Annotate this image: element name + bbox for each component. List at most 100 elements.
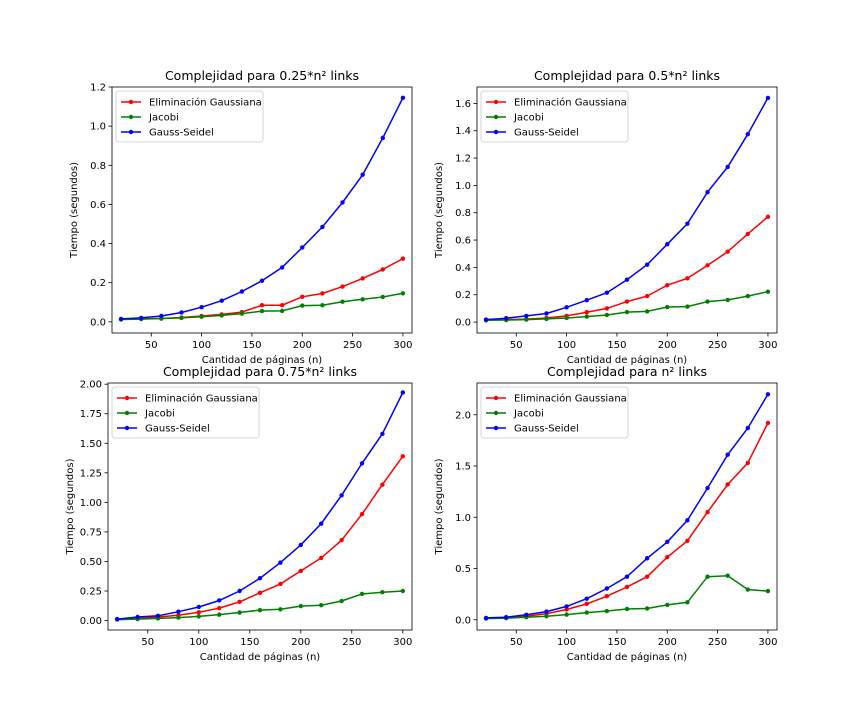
y-tick-label: 0.75 (80, 527, 102, 538)
y-tick-label: 0.4 (90, 239, 106, 250)
data-point (765, 392, 771, 397)
data-point (155, 613, 161, 619)
data-point (279, 265, 285, 270)
data-point (624, 584, 630, 590)
data-point (644, 556, 650, 561)
data-point (360, 172, 365, 177)
data-point (765, 420, 771, 426)
data-point (665, 282, 670, 288)
data-point (665, 602, 670, 608)
data-point (279, 303, 285, 308)
data-point (257, 590, 263, 595)
x-tick-label: 200 (658, 340, 677, 351)
data-point (503, 316, 509, 321)
data-point (524, 317, 529, 322)
series-eliminaci-n-gaussiana (483, 214, 771, 323)
y-tick-label: 1.0 (90, 122, 106, 133)
data-point (524, 612, 529, 618)
series-gauss-seidel (114, 390, 406, 622)
legend-marker (493, 114, 499, 120)
data-point (624, 309, 630, 315)
legend-marker (124, 425, 130, 431)
chart-2: Complejidad para 0.5*n² links 50 100 150 200… (434, 68, 777, 366)
data-point (705, 299, 710, 304)
data-point (300, 294, 305, 299)
y-axis-label: Tiempo (segundos) (434, 458, 445, 555)
data-point (360, 276, 365, 281)
y-tick-label: 0.0 (455, 615, 471, 626)
y-tick-label: 0.00 (80, 616, 102, 627)
series-gauss-seidel (483, 392, 771, 621)
legend-entry: Gauss-Seidel (117, 424, 210, 435)
data-point (278, 581, 283, 587)
data-point (584, 601, 589, 607)
data-point (665, 555, 670, 560)
data-point (319, 602, 324, 608)
legend-label: Jacobi (144, 409, 175, 420)
legend-marker (493, 425, 499, 431)
series-jacobi (118, 291, 406, 322)
data-point (584, 610, 589, 615)
data-point (745, 587, 751, 592)
data-point (298, 603, 304, 609)
data-point (564, 607, 569, 612)
data-point (199, 304, 204, 310)
legend-entry: Eliminación Gaussiana (121, 97, 262, 109)
data-point (564, 305, 569, 310)
legend-entry: Jacobi (121, 113, 179, 124)
data-point (665, 304, 670, 310)
legend-label: Jacobi (148, 113, 179, 124)
data-point (359, 461, 365, 466)
data-point (604, 608, 610, 614)
data-point (216, 598, 222, 603)
data-point (196, 610, 201, 615)
legend-label: Gauss-Seidel (149, 128, 214, 139)
data-point (765, 214, 771, 220)
legend-entry: Eliminación Gaussiana (117, 393, 258, 405)
legend-label: Gauss-Seidel (514, 128, 579, 139)
x-axis-label: Cantidad de páginas (n) (567, 651, 688, 663)
data-point (745, 293, 751, 299)
legend-entry: Eliminación Gaussiana (486, 393, 627, 405)
y-tick-label: 1.50 (80, 439, 102, 450)
data-point (624, 606, 630, 612)
legend-entry: Gauss-Seidel (486, 128, 579, 139)
data-point (340, 284, 345, 289)
data-point (380, 431, 385, 437)
x-tick-label: 50 (510, 637, 523, 648)
data-point (564, 315, 569, 321)
data-point (359, 511, 365, 517)
series-eliminaci-n-gaussiana (114, 454, 406, 622)
data-point (340, 299, 345, 304)
y-tick-label: 0.2 (455, 290, 471, 301)
series-jacobi (483, 289, 771, 323)
data-point (380, 135, 386, 141)
data-point (564, 604, 569, 609)
legend: Eliminación Gaussiana Jacobi Gauss-Seidel (111, 386, 260, 439)
data-point (159, 313, 164, 319)
data-point (584, 310, 589, 315)
x-tick-label: 250 (708, 340, 727, 351)
data-point (483, 615, 489, 621)
x-tick-label: 300 (758, 637, 777, 648)
legend-box (111, 386, 260, 439)
data-point (745, 231, 751, 237)
chart-1: Complejidad para 0.25*n² links 50 100 150 20… (69, 68, 412, 366)
data-point (705, 190, 710, 195)
data-point (765, 289, 771, 294)
data-point (179, 315, 184, 321)
legend-label: Eliminación Gaussiana (145, 393, 258, 405)
x-tick-label: 250 (343, 340, 362, 351)
data-point (360, 297, 365, 302)
y-tick-label: 1.2 (90, 83, 106, 94)
data-point (239, 289, 245, 294)
data-point (725, 249, 730, 254)
legend: Eliminación Gaussiana Jacobi Gauss-Seidel (115, 90, 264, 143)
x-tick-label: 300 (393, 637, 412, 648)
data-point (705, 263, 710, 268)
legend-box (115, 90, 264, 143)
legend-entry: Jacobi (486, 113, 544, 124)
data-point (300, 245, 305, 250)
legend-entry: Gauss-Seidel (486, 424, 579, 435)
data-point (300, 303, 305, 308)
